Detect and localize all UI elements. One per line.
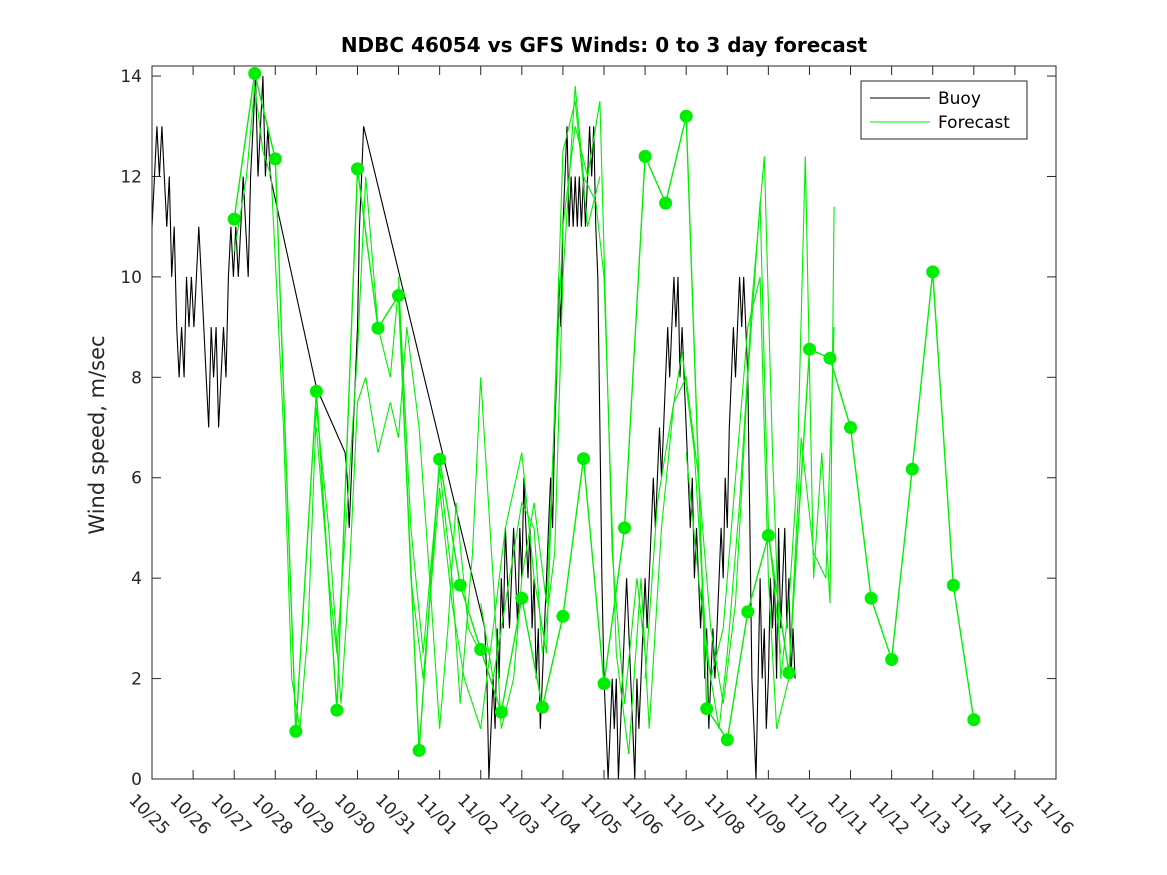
x-tick-label: 10/30 [330,790,379,839]
forecast-marker [351,162,364,176]
forecast-marker [700,702,714,716]
x-tick-label: 11/13 [905,790,954,839]
forecast-marker [844,421,857,434]
forecast-run-line [644,156,835,729]
y-axis-label: Wind speed, m/sec [85,335,109,534]
y-tick-label: 8 [131,368,142,388]
forecast-marker [659,196,673,210]
x-tick-label: 11/09 [741,790,790,839]
x-tick-label: 11/07 [659,790,708,839]
forecast-marker [679,109,693,123]
legend-forecast-label: Forecast [938,113,1010,133]
forecast-marker [309,384,323,398]
y-tick-label: 4 [131,569,142,589]
plot-frame [151,65,1057,780]
forecast-run-line [480,86,782,754]
buoy-line [151,75,796,780]
legend: Buoy Forecast [860,80,1028,140]
forecast-marker [392,289,405,302]
forecast-marker [741,605,755,619]
forecast-marker [515,591,529,605]
x-tick-label: 11/10 [782,790,831,839]
forecast-marker [330,703,344,717]
forecast-marker [926,265,940,279]
forecast-marker [720,733,734,747]
forecast-run-line [233,86,482,729]
x-tick-label: 10/29 [289,790,338,839]
forecast-marker [412,743,426,757]
x-tick-label: 11/16 [1028,790,1077,839]
forecast-marker [946,578,960,592]
forecast-markers [227,67,981,757]
x-tick-label: 11/15 [987,790,1036,839]
x-tick-label: 11/03 [494,790,543,839]
forecast-marker [494,705,508,719]
y-tick-label: 10 [120,268,142,288]
forecast-marker [967,713,981,727]
x-tick-label: 11/06 [618,790,667,839]
y-tick-label: 0 [131,770,142,790]
buoy-series [151,75,796,780]
forecast-marker [227,212,241,226]
forecast-marker [556,609,570,623]
forecast-marker [885,653,899,666]
forecast-marker [248,67,262,80]
forecast-marker [453,578,467,592]
x-tick-label: 11/01 [412,790,461,839]
y-tick-label: 14 [120,67,142,87]
forecast-marker [803,342,816,356]
forecast-marker [905,462,919,476]
forecast-marker [638,149,652,163]
forecast-marker [289,724,303,738]
forecast-marker [535,700,549,714]
x-tick-label: 11/05 [576,790,625,839]
x-tick-label: 10/26 [166,790,215,839]
x-tick-label: 10/31 [371,790,420,839]
x-tick-label: 11/02 [453,790,502,839]
chart-title: NDBC 46054 vs GFS Winds: 0 to 3 day fore… [341,33,868,57]
x-tick-label: 11/08 [700,790,749,839]
forecast-marker [823,351,837,365]
y-tick-label: 12 [120,167,142,187]
forecast-run-line [315,100,601,729]
forecast-marker [761,529,775,542]
forecast-run-line [685,276,835,729]
forecast-marker [597,677,611,691]
x-tick-label: 10/28 [248,790,297,839]
x-tick-label: 11/14 [946,790,995,839]
x-tick-label: 11/12 [864,790,913,839]
forecast-marker [371,321,385,335]
forecast-marker [474,643,488,656]
legend-buoy-label: Buoy [938,89,981,109]
forecast-marker [782,666,796,680]
forecast-marker [618,521,631,535]
x-tick-label: 10/27 [207,790,256,839]
forecast-marker [433,452,447,466]
x-tick-label: 11/04 [535,790,584,839]
y-tick-label: 2 [131,670,142,690]
x-tick-label: 10/25 [124,790,173,839]
forecast-marker [864,591,878,605]
forecast-marker [577,452,590,466]
legend-box [860,80,1028,140]
forecast-marker [268,152,282,166]
y-tick-label: 6 [131,469,142,489]
x-tick-label: 11/11 [823,790,872,839]
